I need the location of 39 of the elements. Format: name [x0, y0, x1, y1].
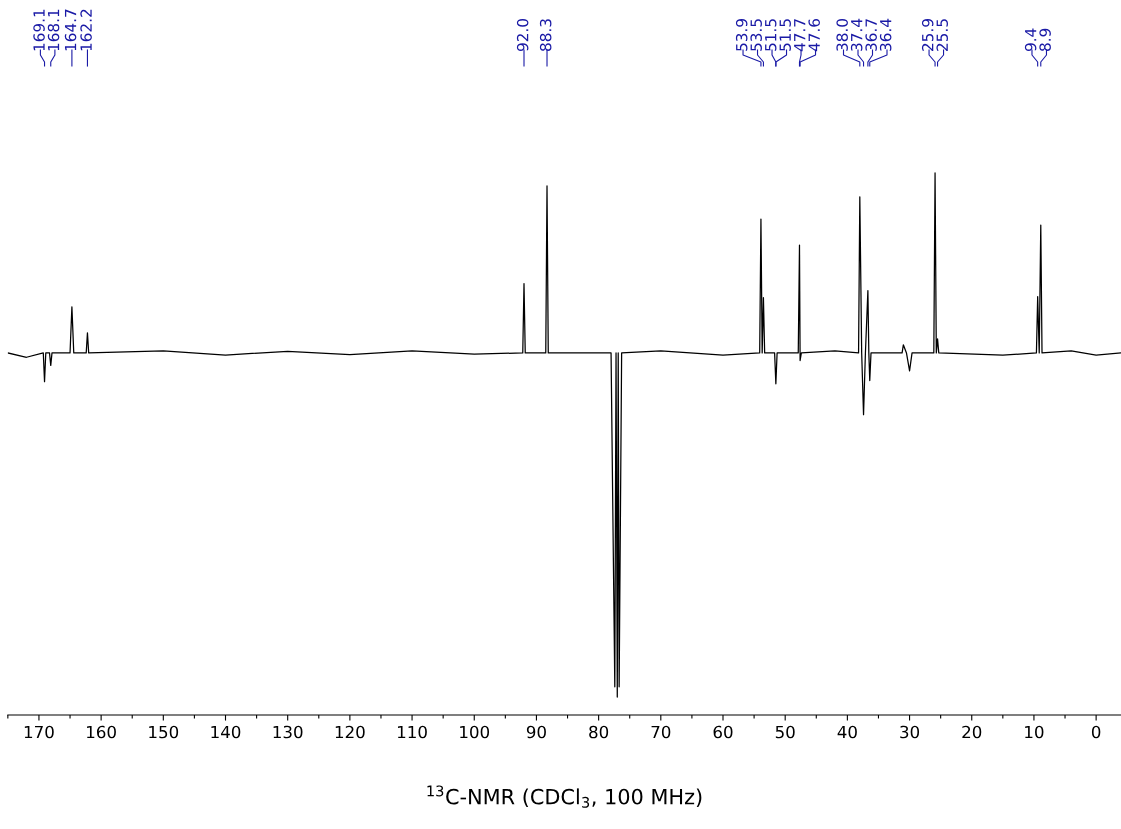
annotation: 51.5 — [779, 19, 791, 51]
annotation: 162.2 — [80, 9, 92, 51]
annotation: 53.5 — [750, 19, 762, 51]
annotation: 36.7 — [865, 19, 877, 51]
x-tick-label: 60 — [713, 725, 733, 739]
annotation: 88.3 — [539, 19, 552, 51]
annotation: 8.9 — [1039, 28, 1051, 51]
x-tick-label: 160 — [87, 725, 116, 739]
x-tick-label: 10 — [1025, 725, 1044, 739]
x-tick-label: 80 — [589, 725, 609, 739]
x-tick-label: 70 — [651, 725, 671, 739]
x-tick-label: 110 — [397, 725, 427, 739]
x-tick-label: 30 — [900, 725, 920, 739]
annotation: 25.5 — [936, 19, 948, 51]
x-tick-label: 150 — [149, 725, 179, 739]
annotation: 169.1 — [33, 9, 45, 51]
x-tick-label: 120 — [335, 725, 365, 739]
x-tick-label: 50 — [775, 725, 795, 739]
annotation: 51.5 — [765, 19, 777, 51]
x-axis-title: $^{13}$C-NMR (CDCl$_{3}$, 100 MHz) — [427, 785, 702, 808]
annotation: 37.4 — [850, 18, 863, 51]
annotation: 38.0 — [836, 19, 848, 51]
x-tick-label: 90 — [526, 725, 546, 739]
annotation: 47.6 — [808, 18, 820, 52]
annotation: 47.7 — [794, 19, 806, 52]
annotation: 25.9 — [921, 19, 934, 51]
x-tick-label: 170 — [24, 725, 54, 739]
x-tick-label: 130 — [273, 725, 303, 739]
x-tick-label: 0 — [1091, 725, 1101, 739]
x-tick-label: 140 — [211, 725, 241, 739]
x-tick-label: 20 — [962, 725, 982, 739]
x-tick-label: 40 — [837, 725, 857, 739]
annotation: 36.4 — [879, 18, 892, 51]
x-tick-label: 100 — [460, 725, 490, 739]
annotation: 92.0 — [516, 19, 529, 52]
annotation: 53.9 — [735, 19, 748, 51]
annotation: 9.4 — [1024, 28, 1037, 52]
annotation: 168.1 — [47, 9, 60, 51]
annotation: 164.7 — [64, 9, 77, 51]
